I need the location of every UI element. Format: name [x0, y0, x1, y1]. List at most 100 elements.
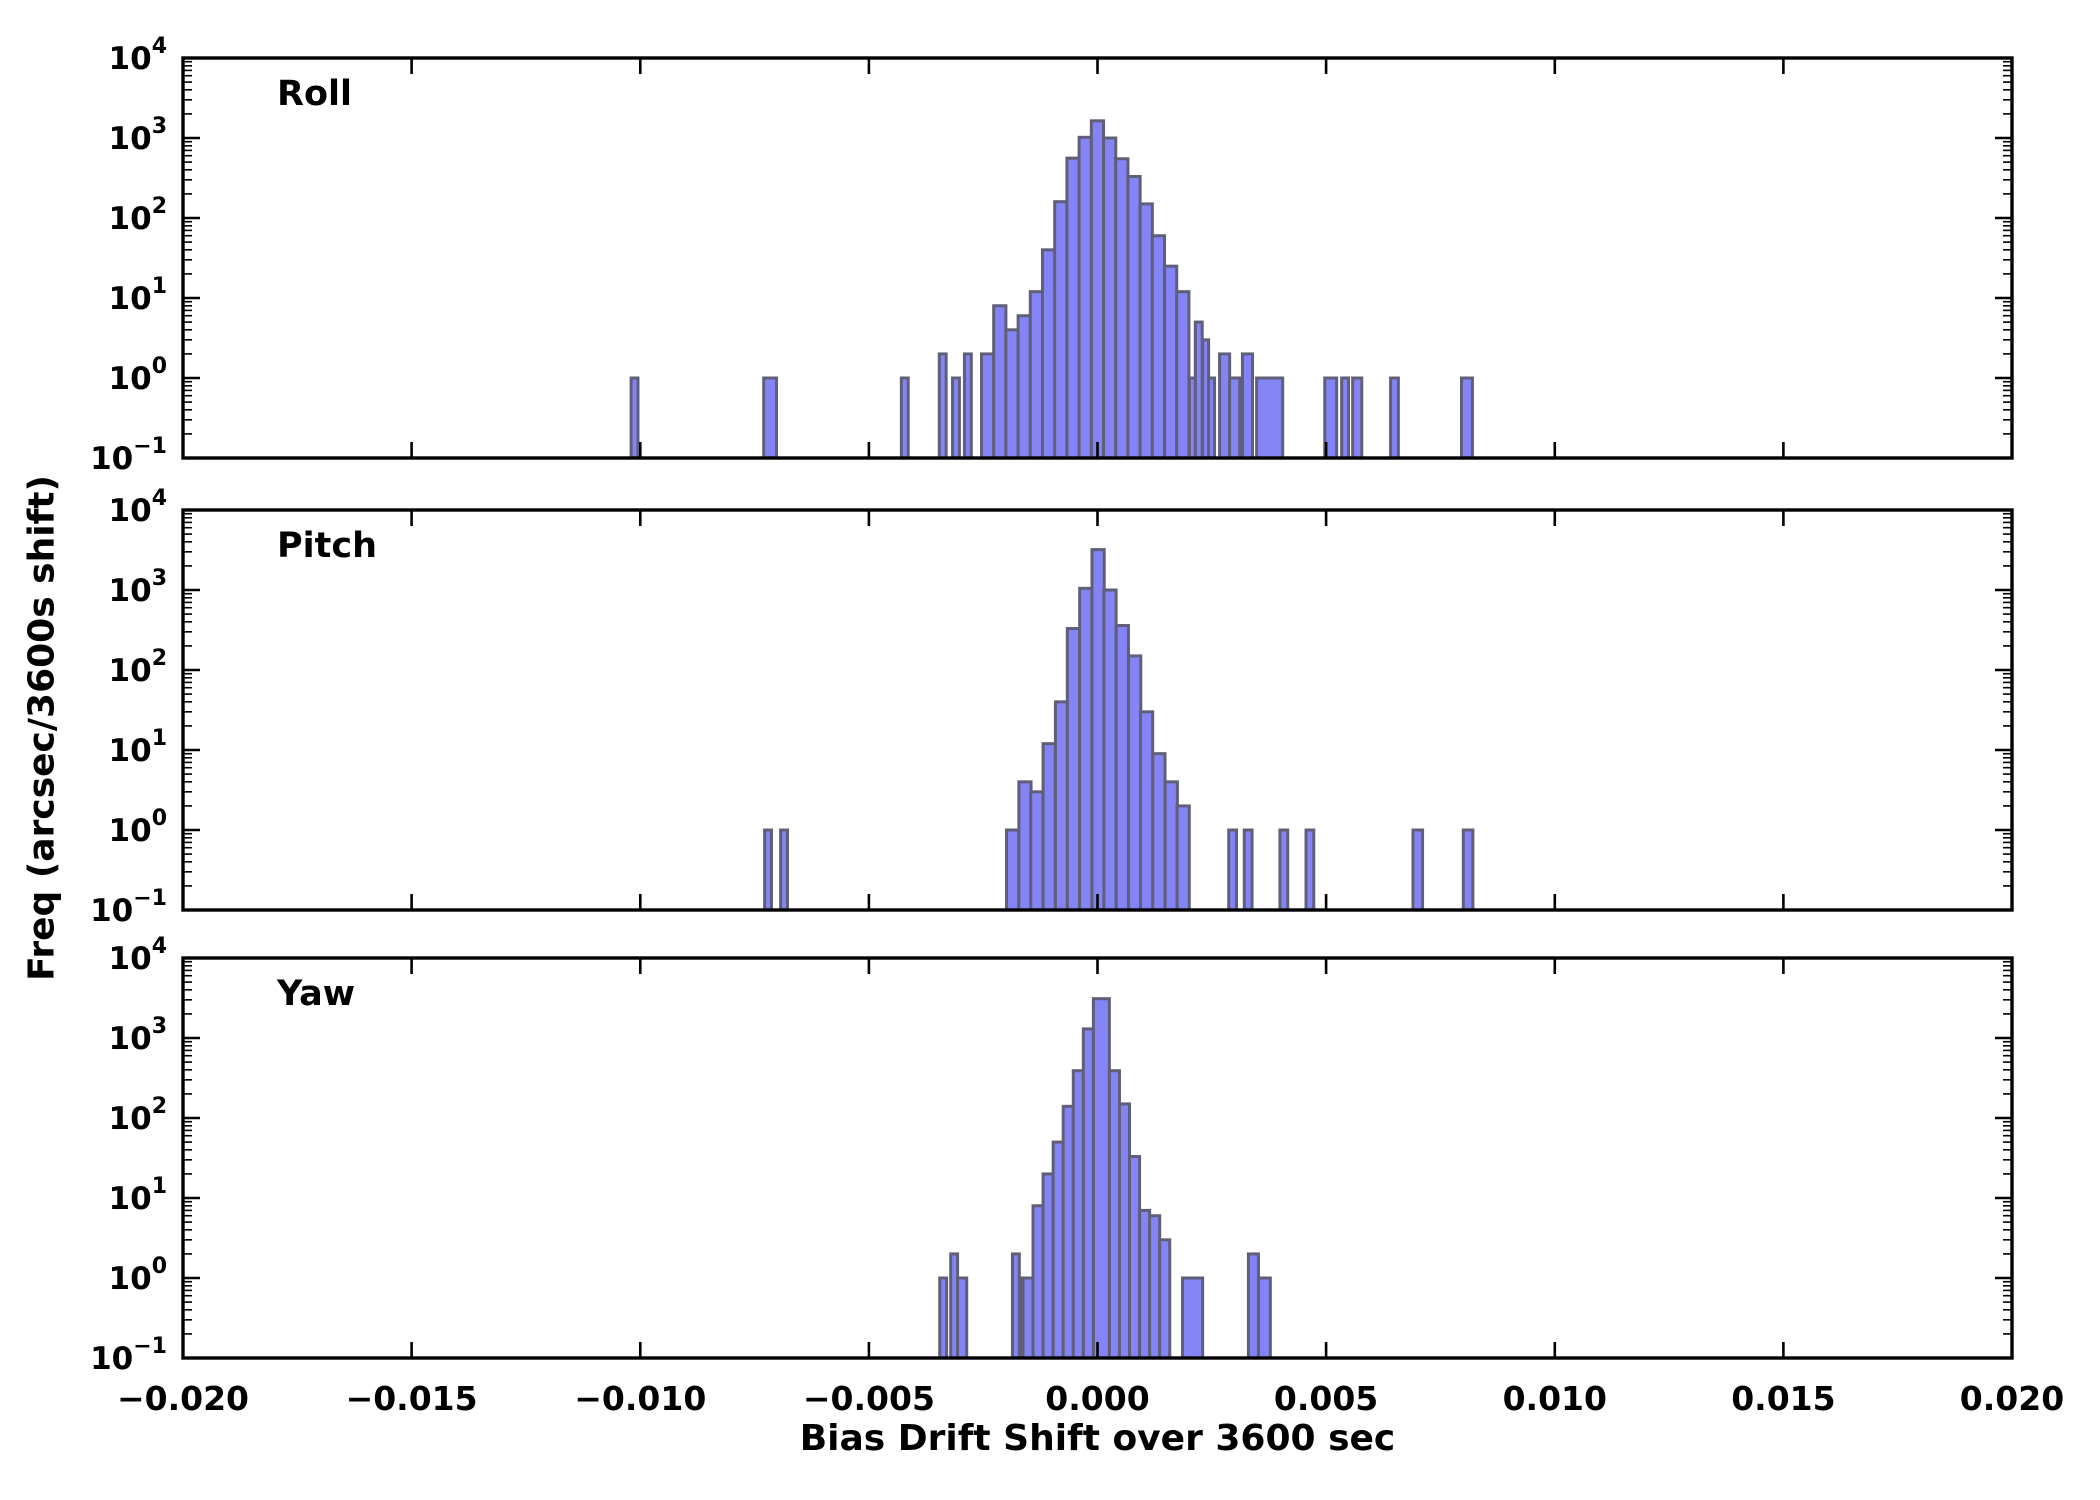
- histogram-bar: [1163, 780, 1179, 912]
- histogram-bar: [1340, 376, 1351, 460]
- histogram-bar: [1138, 202, 1154, 460]
- y-tick-label: 104: [109, 934, 167, 977]
- histogram-bar: [1091, 997, 1111, 1360]
- y-tick-label: 100: [109, 1254, 167, 1297]
- panel-yaw: 104 103 102 101 100 10−1 Yaw: [90, 934, 2014, 1377]
- x-tick-label: −0.015: [346, 1379, 478, 1418]
- histogram-bar: [1227, 828, 1238, 912]
- histogram-bar: [1304, 828, 1316, 912]
- histogram-bar: [762, 376, 779, 460]
- histogram-bar: [1240, 352, 1255, 460]
- y-tick-label: 104: [109, 486, 167, 529]
- histogram-bar: [1163, 264, 1179, 460]
- x-tick-label: 0.000: [1045, 1379, 1149, 1418]
- histogram-bar: [1228, 376, 1242, 460]
- histogram-bar: [1028, 290, 1044, 460]
- histogram-bar: [1040, 248, 1057, 460]
- histogram-bar: [1102, 136, 1118, 460]
- panel-roll: 104 103 102 101 100 10−1 Roll: [90, 34, 2014, 477]
- histogram-bar: [1089, 119, 1106, 460]
- histogram-bar: [1256, 1276, 1272, 1360]
- histogram-bar: [962, 352, 973, 460]
- histogram-bar: [1114, 157, 1130, 460]
- histogram-bar: [956, 1276, 969, 1360]
- histogram-bar: [1175, 290, 1191, 460]
- histogram-bar: [1061, 1104, 1075, 1360]
- histogram-bar: [1065, 627, 1082, 912]
- histogram-bar: [1005, 828, 1021, 912]
- y-tick-label: 104: [109, 34, 167, 77]
- histogram-bar: [1071, 1069, 1085, 1360]
- histogram-bar: [1102, 588, 1118, 912]
- histogram-bar: [1107, 1069, 1121, 1360]
- x-tick-label: 0.005: [1274, 1379, 1378, 1418]
- y-tick-label: 10−1: [90, 434, 167, 477]
- histogram-bar: [1148, 1214, 1162, 1360]
- histogram-bar: [1041, 1172, 1055, 1360]
- histogram-bar: [1021, 1276, 1035, 1360]
- panel-title-yaw: Yaw: [276, 974, 355, 1014]
- y-tick-label: 10−1: [90, 886, 167, 929]
- panel-title-roll: Roll: [277, 74, 352, 114]
- histogram-bar: [1065, 156, 1081, 460]
- histogram-bar: [1242, 828, 1254, 912]
- histogram-bar: [1351, 376, 1364, 460]
- histogram-bar: [992, 304, 1008, 460]
- histogram-bar: [1389, 376, 1400, 460]
- histogram-bar: [1004, 328, 1020, 460]
- histogram-bar: [1041, 742, 1057, 912]
- y-tick-label: 102: [109, 1094, 167, 1137]
- histogram-bar: [1138, 710, 1155, 912]
- y-tick-label: 100: [109, 806, 167, 849]
- histogram-bar: [629, 376, 640, 460]
- histogram-bar: [1138, 1208, 1152, 1360]
- histogram-bar: [1218, 352, 1232, 460]
- histogram-bar: [1181, 1276, 1205, 1360]
- x-tick-label: 0.020: [1960, 1379, 2064, 1418]
- histogram-bar: [1090, 548, 1106, 912]
- y-tick-label: 103: [109, 566, 167, 609]
- histogram-bar: [779, 828, 789, 912]
- y-axis-label: Freq (arcsec/3600s shift): [21, 475, 63, 981]
- y-tick-label: 102: [109, 194, 167, 237]
- histogram-bar: [1255, 376, 1285, 460]
- histogram-bar: [763, 828, 773, 912]
- histogram-bar: [1053, 700, 1070, 912]
- histogram-bar: [1158, 1238, 1172, 1360]
- histogram-bar: [1117, 1102, 1132, 1360]
- histogram-bar: [980, 352, 996, 460]
- x-tick-label: −0.005: [803, 1379, 935, 1418]
- x-tick-label: −0.010: [574, 1379, 706, 1418]
- y-tick-label: 101: [109, 274, 167, 317]
- histogram-bar: [1051, 1140, 1065, 1360]
- y-tick-label: 101: [109, 1174, 167, 1217]
- histogram-bar: [1128, 1155, 1142, 1360]
- histogram-bar: [1246, 1252, 1260, 1360]
- histogram-bar: [1029, 790, 1045, 912]
- y-tick-label: 10−1: [90, 1334, 167, 1377]
- histogram-bar: [1459, 376, 1474, 460]
- histogram-bar: [1016, 314, 1032, 460]
- histogram-bar: [1151, 752, 1167, 912]
- histogram-bar: [938, 1276, 949, 1360]
- histogram-bar: [1126, 175, 1142, 460]
- histogram-bar: [1031, 1204, 1045, 1360]
- y-tick-label: 100: [109, 354, 167, 397]
- histogram-bar: [1053, 200, 1069, 460]
- panel-title-pitch: Pitch: [277, 526, 377, 566]
- histogram-bar: [1150, 234, 1167, 460]
- histogram-bar: [1127, 654, 1143, 912]
- histogram-bar: [951, 376, 961, 460]
- histogram-bar: [1114, 624, 1130, 912]
- x-tick-label: −0.020: [117, 1379, 249, 1418]
- y-tick-label: 102: [109, 646, 167, 689]
- panel-pitch: 104 103 102 101 100 10−1 Pitch: [90, 486, 2014, 929]
- histogram-bar: [1017, 780, 1033, 912]
- histogram-bar: [1278, 828, 1290, 912]
- x-tick-label: 0.015: [1731, 1379, 1835, 1418]
- y-tick-label: 103: [109, 114, 167, 157]
- histogram-bar: [1010, 1252, 1021, 1360]
- histogram-bar: [1077, 135, 1093, 460]
